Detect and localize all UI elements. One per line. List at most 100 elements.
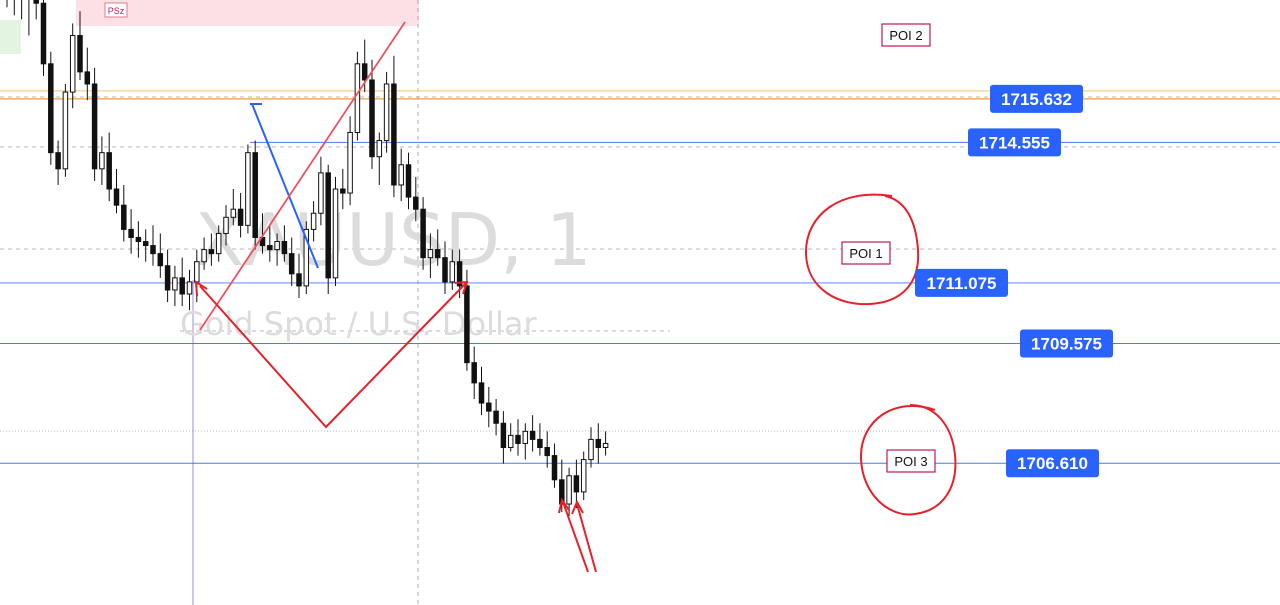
candle-body-26 (194, 261, 200, 283)
candle-body-53 (391, 83, 397, 186)
candle-78 (573, 459, 580, 509)
candle-15 (113, 168, 120, 214)
candle-body-67 (493, 410, 499, 424)
candle-27 (201, 237, 207, 270)
candle-82 (602, 431, 609, 456)
candle-53 (391, 55, 397, 198)
candle-body-63 (464, 285, 470, 364)
candle-body-32 (237, 208, 244, 226)
candle-37 (274, 233, 280, 266)
poi-box-4 (886, 449, 936, 473)
candle-9 (69, 23, 76, 109)
candle-6 (48, 51, 54, 165)
candle-body-79 (580, 459, 587, 493)
poi3-circle (859, 404, 957, 516)
candle-body-25 (186, 281, 193, 295)
candle-body-7 (55, 152, 61, 170)
candle-body-9 (69, 35, 76, 93)
candle-40 (296, 253, 302, 299)
candle-69 (507, 423, 514, 452)
candle-1 (13, 0, 15, 16)
watermark: XAUUSD, 1 Gold Spot / U.S. Dollar (180, 198, 592, 343)
low-arrow-2-head (558, 497, 570, 514)
candle-13 (99, 136, 105, 185)
candle-body-10 (77, 35, 83, 73)
candle-body-22 (164, 265, 171, 291)
candle-body-30 (223, 216, 229, 234)
candle-80 (588, 427, 594, 468)
candle-body-47 (347, 131, 353, 194)
candle-33 (245, 144, 251, 234)
poi-box-0 (881, 23, 931, 47)
candle-65 (478, 366, 485, 416)
candle-63 (464, 269, 470, 371)
candle-body-73 (537, 438, 543, 448)
poi1-circle (804, 193, 920, 306)
candle-body-15 (113, 188, 120, 206)
candle-24 (179, 257, 185, 307)
candle-3 (28, 0, 30, 36)
candle-52 (383, 71, 390, 153)
candle-body-64 (471, 362, 477, 384)
candle-81 (595, 423, 602, 464)
poi-box-2 (841, 241, 891, 265)
watermark-description: Gold Spot / U.S. Dollar (180, 305, 537, 343)
poi-label-0: POI 2 (881, 23, 931, 47)
candle-47 (347, 116, 353, 206)
candle-body-34 (252, 152, 258, 238)
candle-46 (340, 168, 346, 210)
candle-19 (142, 229, 149, 262)
v-arrow-right (454, 280, 469, 295)
candle-38 (281, 225, 288, 262)
candle-16 (121, 184, 127, 242)
candle-body-16 (121, 204, 127, 230)
candle-body-28 (208, 249, 215, 255)
candle-45 (332, 176, 339, 286)
poi-text-2: POI 1 (849, 246, 882, 261)
candle-body-4 (33, 0, 39, 4)
candle-body-60 (442, 257, 448, 283)
red-trend-line (199, 21, 406, 331)
candle-51 (376, 132, 383, 185)
candle-58 (427, 233, 434, 278)
poi-text-4: POI 3 (894, 454, 927, 469)
psz-label-box (104, 2, 128, 18)
candle-body-70 (515, 434, 521, 444)
candle-body-82 (602, 442, 609, 448)
candle-body-39 (288, 253, 295, 275)
candle-36 (267, 225, 273, 262)
candle-73 (537, 423, 543, 456)
candle-67 (493, 399, 499, 436)
candle-25 (186, 269, 193, 311)
candle-74 (544, 431, 550, 468)
candle-body-50 (369, 79, 375, 158)
candle-body-62 (456, 261, 463, 287)
candle-55 (405, 152, 412, 210)
price-label-bg-0 (990, 84, 1083, 113)
candle-12 (91, 67, 98, 181)
candle-body-66 (486, 402, 492, 412)
price-label-text-0: 1715.632 (1001, 90, 1072, 109)
candle-body-78 (573, 475, 580, 493)
candle-71 (522, 423, 529, 460)
price-label-text-3: 1709.575 (1031, 334, 1102, 353)
candle-body-68 (500, 422, 507, 448)
candle-body-6 (48, 63, 54, 154)
candle-body-21 (157, 253, 164, 267)
candle-body-17 (128, 228, 134, 238)
candle-18 (135, 221, 142, 258)
candle-body-58 (427, 249, 434, 259)
price-label-0: 1715.632 (990, 84, 1083, 113)
candles (6, 0, 609, 517)
candle-42 (310, 201, 317, 242)
psz-zone (76, 0, 419, 26)
candle-4 (33, 0, 39, 20)
candle-body-51 (376, 140, 383, 158)
drawings: POI 2 POI 1 POI 3 (194, 21, 957, 573)
price-label-text-2: 1711.075 (927, 274, 997, 293)
candle-70 (515, 419, 521, 456)
candle-body-69 (507, 434, 514, 448)
candle-body-81 (595, 438, 602, 448)
candle-body-45 (332, 188, 339, 279)
